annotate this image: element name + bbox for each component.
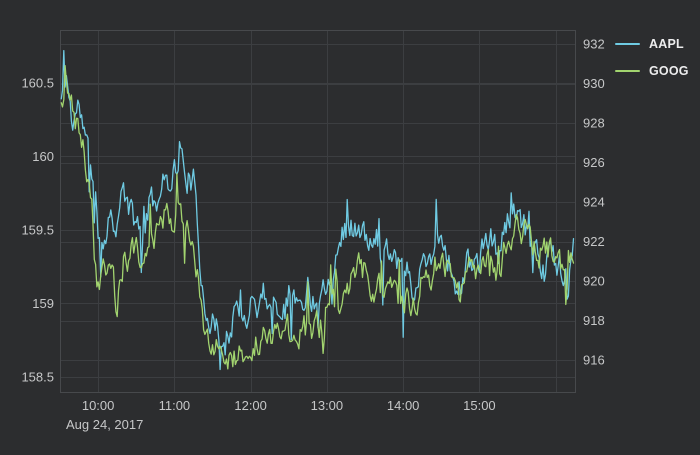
x-tick-label: 13:00 bbox=[311, 398, 344, 413]
y-tick-label-right: 916 bbox=[583, 353, 605, 368]
goog-line-swatch bbox=[615, 70, 640, 72]
y-tick-label-left: 158.5 bbox=[21, 369, 54, 384]
series-lines bbox=[60, 49, 575, 371]
plot-border bbox=[60, 30, 576, 393]
y-tick-label-left: 160 bbox=[32, 149, 54, 164]
y-tick-label-right: 920 bbox=[583, 274, 605, 289]
x-tick-label: 14:00 bbox=[387, 398, 420, 413]
y-tick-label-left: 160.5 bbox=[21, 75, 54, 90]
x-axis-date-label: Aug 24, 2017 bbox=[66, 417, 143, 432]
x-tick-label: 10:00 bbox=[82, 398, 115, 413]
y-tick-label-right: 922 bbox=[583, 234, 605, 249]
y-tick-label-right: 928 bbox=[583, 116, 605, 131]
chart-legend: AAPL GOOG bbox=[615, 37, 689, 78]
y-tick-label-left: 159.5 bbox=[21, 222, 54, 237]
y-tick-label-right: 932 bbox=[583, 37, 605, 52]
legend-label-goog: GOOG bbox=[649, 64, 689, 78]
x-tick-label: 12:00 bbox=[234, 398, 267, 413]
y-tick-label-right: 930 bbox=[583, 76, 605, 91]
y-tick-label-left: 159 bbox=[32, 296, 54, 311]
y-tick-label-right: 918 bbox=[583, 313, 605, 328]
legend-item-goog[interactable]: GOOG bbox=[615, 64, 689, 78]
legend-item-aapl[interactable]: AAPL bbox=[615, 37, 689, 51]
axis-tick-labels: 158.5 159 159.5 160 160.5 916 918 920 922 924 926 9… bbox=[21, 37, 604, 413]
y-tick-label-right: 926 bbox=[583, 155, 605, 170]
y-tick-label-right: 924 bbox=[583, 195, 605, 210]
legend-label-aapl: AAPL bbox=[649, 37, 684, 51]
x-tick-label: 11:00 bbox=[159, 398, 191, 413]
x-tick-label: 15:00 bbox=[463, 398, 496, 413]
aapl-line-swatch bbox=[615, 43, 640, 45]
goog-price-line bbox=[60, 65, 575, 370]
gridlines bbox=[60, 30, 576, 393]
